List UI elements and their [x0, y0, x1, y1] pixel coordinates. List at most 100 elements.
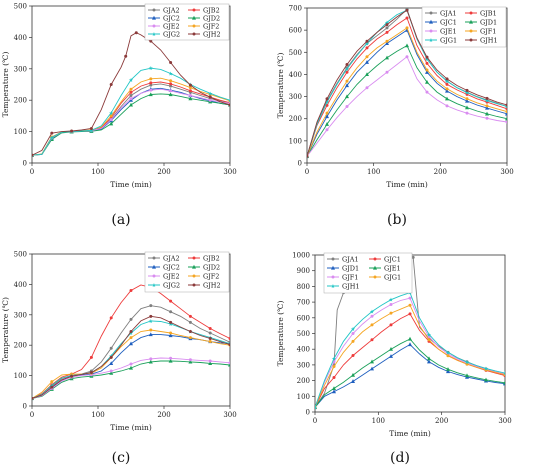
data-point [208, 95, 212, 99]
y-tick-label: 200 [14, 342, 27, 350]
data-point [208, 326, 212, 330]
data-point: ★ [385, 19, 390, 26]
data-point [192, 15, 196, 20]
data-point [385, 55, 389, 60]
data-point [465, 111, 469, 115]
data-point [109, 355, 113, 359]
data-point [188, 320, 192, 324]
data-point: ★ [325, 99, 330, 106]
legend-label: GJG2 [163, 281, 180, 289]
data-point: ★ [427, 331, 432, 338]
data-point [331, 275, 335, 279]
data-point [188, 93, 192, 97]
y-tick-label: 600 [297, 314, 310, 322]
data-point [351, 339, 355, 343]
data-point [148, 359, 153, 364]
data-point [192, 24, 196, 28]
y-tick-label: 100 [14, 372, 27, 380]
data-point [192, 32, 196, 36]
data-point [385, 70, 389, 74]
series-gjb1 [307, 16, 507, 158]
data-point [389, 323, 393, 327]
data-point [332, 364, 336, 368]
data-point [89, 126, 93, 130]
series-gje1 [307, 55, 507, 158]
data-point [408, 303, 412, 307]
data-point [192, 274, 196, 278]
chart-panel-c: 0 100 200 300 0 100 200 300 400 500 Time (min) Temp… [1, 251, 237, 467]
data-point [188, 96, 193, 101]
data-point [405, 43, 409, 48]
data-point [169, 320, 173, 324]
panel-label: (b) [387, 212, 407, 228]
data-point [188, 83, 192, 87]
data-point [408, 336, 412, 341]
data-point [351, 353, 355, 357]
data-point [325, 97, 329, 101]
data-point: ★ [484, 365, 489, 372]
legend: GJA1 GJC1 GJD1 GJE1 GJF1 GJG1 ★ GJH1 [323, 252, 413, 294]
series-line [307, 29, 507, 157]
legend-label: GJH2 [203, 30, 221, 38]
data-point [169, 84, 173, 88]
x-tick-label: 0 [305, 168, 309, 176]
data-point [469, 19, 473, 24]
data-point [129, 365, 133, 370]
data-point [389, 302, 393, 306]
y-axis-label: Temperature (℃) [276, 53, 285, 119]
data-point [50, 385, 54, 389]
data-point [325, 111, 329, 115]
data-point [385, 41, 389, 46]
y-tick-label: 100 [297, 393, 310, 401]
data-point: ★ [129, 77, 134, 84]
data-point [325, 122, 329, 126]
data-point [465, 105, 469, 110]
data-point [109, 346, 113, 350]
data-point [345, 62, 349, 66]
series-line [315, 313, 505, 408]
data-point [169, 356, 173, 360]
legend-label: GJA2 [163, 6, 180, 14]
data-point [445, 104, 449, 108]
data-point [192, 283, 196, 287]
plot-frame [31, 253, 231, 407]
y-tick-label: 400 [289, 71, 302, 79]
data-point [188, 359, 193, 364]
data-point [345, 83, 349, 88]
data-point [445, 96, 449, 101]
legend-label: GJG2 [163, 30, 180, 38]
data-point: ★ [465, 359, 470, 366]
data-point: ★ [332, 356, 337, 363]
data-point [109, 370, 114, 375]
legend-label: GJF1 [480, 27, 496, 35]
x-tick-label: 100 [367, 168, 380, 176]
x-axis-label: Time (min) [386, 180, 428, 189]
x-tick-label: 100 [91, 168, 104, 176]
y-tick-label: 900 [297, 267, 310, 275]
data-point [427, 338, 431, 342]
data-point: ★ [152, 282, 157, 289]
chart-panel-b: 0 100 200 300 0 100 200 300 400 500 600 700 Time (mi… [276, 5, 514, 229]
series-gja2 [32, 304, 230, 400]
legend-label: GJC1 [384, 255, 401, 263]
data-point [228, 343, 230, 347]
data-point [208, 361, 213, 366]
data-point [192, 8, 196, 12]
legend-label: GJF1 [342, 273, 358, 281]
series-gjd1 [315, 342, 505, 409]
y-axis-label: Temperature (℃) [1, 52, 10, 118]
series-gjg1 [315, 303, 505, 409]
legend-label: GJB1 [480, 9, 497, 17]
data-point [129, 288, 133, 292]
series-line [32, 32, 230, 156]
y-tick-label: 300 [297, 361, 310, 369]
y-axis-label: Temperature (℃) [276, 301, 285, 367]
y-tick-label: 0 [23, 403, 27, 411]
data-point [425, 68, 429, 72]
legend-label: GJG1 [384, 273, 401, 281]
x-axis-label: Time (min) [110, 180, 152, 189]
data-point [429, 11, 433, 15]
data-point [129, 97, 133, 101]
data-point [169, 89, 173, 93]
data-point [465, 97, 469, 101]
